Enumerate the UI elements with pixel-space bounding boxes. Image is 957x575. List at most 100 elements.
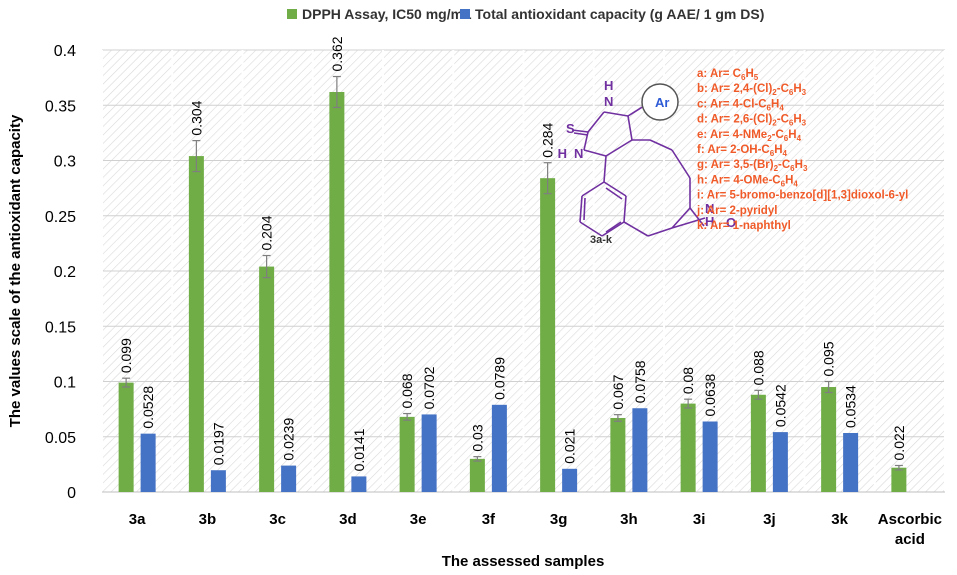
bar [750,394,766,492]
substituent-part: 6 [784,134,789,143]
bar [469,458,485,492]
bond [583,197,586,221]
data-label: 0.0702 [421,366,437,409]
y-tick-label: 0.25 [45,209,76,226]
bar [540,178,556,492]
y-tick-label: 0.35 [45,98,76,115]
y-tick-label: 0 [67,485,76,502]
substituent-part: 2 [774,164,779,173]
substituent-part: f: Ar= 2-OH-C [697,144,770,156]
bond [649,139,673,151]
data-label: 0.0197 [210,422,226,465]
substituent: e: Ar= 4-NMe2-C6H4 [697,129,802,143]
substituent-part: H [793,114,801,126]
bar [281,465,297,492]
substituent-part: b: Ar= 2,4-(Cl) [697,83,772,95]
substituent: c: Ar= 4-Cl-C6H4 [697,98,784,112]
x-tick-label: 3c [269,511,286,528]
error-bar [613,414,622,422]
bond [671,207,691,229]
substituent-part: H [795,159,803,171]
data-label: 0.362 [329,36,345,71]
data-label: 0.304 [188,100,204,135]
x-tick-label: 3f [482,511,496,528]
legend-label: Total antioxidant capacity (g AAE/ 1 gm … [475,6,764,22]
substituent-part: 4 [793,179,798,188]
substituent-part: 2 [772,88,777,97]
bond [603,181,627,197]
y-tick-label: 0.3 [54,154,76,171]
bar [632,408,648,492]
data-label: 0.0789 [491,357,507,400]
bond [601,221,625,237]
data-label: 0.067 [610,374,626,409]
substituent-part: H [793,83,801,95]
bar [188,156,204,492]
bar [891,467,907,492]
x-tick-label: 3e [410,511,427,528]
bond [627,105,645,117]
bar [562,468,578,492]
bond [579,195,583,223]
error-bar [894,464,903,471]
substituent-part: H [771,98,779,110]
bond [627,115,633,141]
data-label: 0.022 [891,425,907,460]
substituent: g: Ar= 3,5-(Br)2-C6H3 [697,159,808,173]
data-label: 0.0141 [351,428,367,471]
substituent-part: i: Ar= 5-bromo-benzo[d][1,3]dioxol-6-yl [697,190,908,202]
substituent: d: Ar= 2,6-(Cl)2-C6H3 [697,114,807,128]
data-label: 0.021 [562,429,578,464]
bond [571,129,589,133]
error-bar [754,389,763,400]
substituent-part: H [788,129,796,141]
bar [491,404,507,492]
bond [605,139,633,157]
substituent-part: -C [772,129,784,141]
data-label: 0.068 [399,373,415,408]
substituent-part: 5 [754,73,759,82]
substituent-part: 4 [783,149,788,158]
data-label: 0.0534 [843,385,859,428]
substituent-part: 4 [779,103,784,112]
substituent: h: Ar= 4-OMe-C6H4 [697,174,798,188]
x-tick-label: 3g [550,511,568,528]
substituent-part: 2 [772,119,777,128]
y-tick-label: 0.2 [54,264,76,281]
substituent-part: c: Ar= 4-Cl-C [697,98,767,110]
data-label: 0.08 [680,367,696,394]
bar [421,414,437,492]
data-label: 0.03 [469,424,485,451]
bond [671,217,706,229]
bond [605,221,622,233]
substituent-part: 6 [770,149,775,158]
substituent-part: 6 [789,88,794,97]
data-label: 0.0528 [140,386,156,429]
substituent-part: 6 [767,103,772,112]
y-tick-label: 0.4 [54,43,76,60]
substituent-part: g: Ar= 3,5-(Br) [697,159,774,171]
structure-label: H [705,214,714,229]
bar [680,403,696,492]
data-label: 0.284 [540,122,556,157]
substituent-part: 6 [741,73,746,82]
bond [689,207,705,227]
structure-label: Ar [655,95,669,110]
substituent-part: -C [778,159,790,171]
substituent: j: Ar= 2-pyridyl [696,205,777,217]
bar [210,470,226,492]
structure-label: N [574,146,583,161]
bond [647,227,673,237]
x-tick-label: 3j [763,511,776,528]
bond [579,221,603,237]
y-tick-label: 0.1 [54,375,76,392]
bar [259,266,275,492]
bar [399,416,415,492]
bond [623,221,649,237]
substituent: a: Ar= C6H5 [697,68,759,82]
substituent-part: -C [777,83,789,95]
x-tick-label: 3d [339,511,357,528]
substituent-part: d: Ar= 2,6-(Cl) [697,114,772,126]
bond [605,187,623,200]
